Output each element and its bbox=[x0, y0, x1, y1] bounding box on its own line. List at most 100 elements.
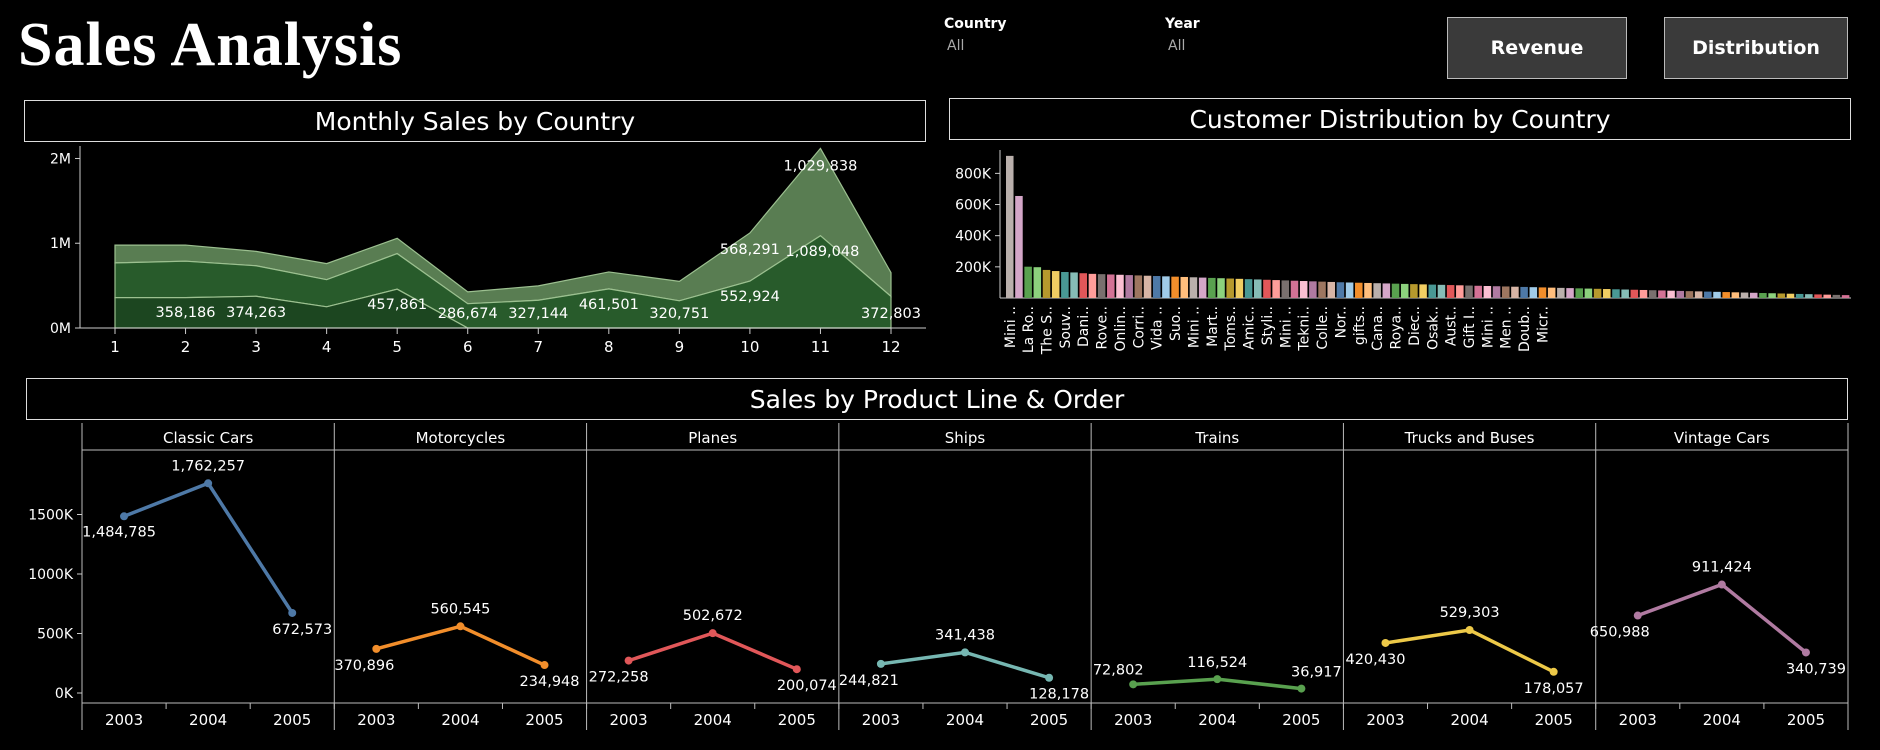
x-tick-label: Amic.. bbox=[1242, 306, 1258, 350]
bar bbox=[1529, 287, 1538, 298]
year-filter-value[interactable]: All bbox=[1168, 38, 1186, 54]
bar bbox=[1391, 283, 1400, 298]
x-tick-label: 2003 bbox=[357, 711, 395, 729]
bar bbox=[1116, 274, 1124, 298]
data-point bbox=[1213, 675, 1222, 684]
data-point bbox=[120, 512, 129, 521]
bar bbox=[1786, 293, 1795, 298]
country-filter[interactable]: Country All bbox=[944, 16, 1007, 54]
bar bbox=[1309, 281, 1317, 298]
y-tick-label: 0M bbox=[50, 321, 71, 337]
revenue-button[interactable]: Revenue bbox=[1447, 17, 1627, 79]
x-tick-label: 2005 bbox=[1282, 711, 1320, 729]
bar bbox=[1547, 287, 1556, 298]
data-label: 372,803 bbox=[861, 306, 921, 322]
bar bbox=[1832, 294, 1841, 298]
product-line-header: Classic Cars bbox=[163, 429, 253, 447]
bar bbox=[1244, 279, 1253, 298]
bar bbox=[1575, 288, 1583, 298]
data-label: 370,896 bbox=[334, 658, 394, 674]
x-tick-label: Souv.. bbox=[1058, 306, 1074, 348]
x-tick-label: Diec.. bbox=[1407, 306, 1423, 346]
data-label: 502,672 bbox=[683, 608, 743, 624]
bar bbox=[1097, 274, 1106, 298]
bar bbox=[1446, 285, 1455, 298]
y-tick-label: 600K bbox=[955, 198, 992, 214]
data-label: 461,501 bbox=[579, 297, 639, 313]
bar bbox=[1024, 266, 1032, 298]
bar bbox=[1437, 284, 1446, 298]
x-tick-label: Tekni.. bbox=[1297, 306, 1313, 352]
data-label: 116,524 bbox=[1187, 655, 1247, 671]
x-tick-label: Osak.. bbox=[1425, 306, 1441, 350]
x-tick-label: 2003 bbox=[610, 711, 648, 729]
series-line-Classic Cars bbox=[123, 481, 294, 614]
data-label: 568,291 bbox=[720, 242, 780, 258]
bar bbox=[1667, 290, 1675, 298]
data-point bbox=[1465, 626, 1474, 635]
bar bbox=[1382, 283, 1391, 298]
product-line-header: Motorcycles bbox=[416, 429, 506, 447]
bar bbox=[1456, 285, 1464, 298]
y-tick-label: 2M bbox=[50, 151, 71, 167]
product-line-header: Vintage Cars bbox=[1674, 429, 1770, 447]
x-tick-label: 2003 bbox=[862, 711, 900, 729]
bar bbox=[1410, 284, 1418, 298]
year-filter[interactable]: Year All bbox=[1165, 16, 1200, 54]
distribution-button[interactable]: Distribution bbox=[1664, 17, 1848, 79]
bar bbox=[1272, 280, 1280, 298]
data-label: 340,739 bbox=[1786, 661, 1846, 677]
product-line-header: Trucks and Buses bbox=[1404, 429, 1535, 447]
bar bbox=[1235, 278, 1244, 298]
x-tick-label: 2004 bbox=[1703, 711, 1741, 729]
data-point bbox=[1129, 680, 1138, 689]
bar bbox=[1070, 272, 1078, 298]
data-point bbox=[1381, 638, 1390, 647]
series-line-Motorcycles bbox=[375, 624, 546, 667]
x-tick-label: 2003 bbox=[105, 711, 143, 729]
bar bbox=[1263, 279, 1271, 298]
data-point bbox=[1717, 580, 1726, 589]
bar bbox=[1051, 271, 1060, 298]
y-tick-label: 0K bbox=[55, 686, 74, 702]
data-point bbox=[288, 608, 297, 617]
country-filter-value[interactable]: All bbox=[947, 38, 965, 54]
y-tick-label: 400K bbox=[955, 229, 992, 245]
x-tick-label: 2003 bbox=[1114, 711, 1152, 729]
x-tick-label: 9 bbox=[675, 338, 685, 356]
x-tick-label: 7 bbox=[533, 338, 543, 356]
y-tick-label: 1000K bbox=[28, 567, 74, 583]
bar bbox=[1465, 285, 1473, 298]
bar bbox=[1143, 275, 1152, 298]
bar bbox=[1768, 293, 1776, 298]
x-tick-label: 2003 bbox=[1619, 711, 1657, 729]
y-tick-label: 800K bbox=[955, 166, 992, 182]
bar bbox=[1180, 276, 1189, 298]
bar bbox=[1511, 286, 1519, 298]
data-label: 1,089,048 bbox=[786, 244, 860, 260]
x-tick-label: La Ro.. bbox=[1021, 306, 1037, 353]
bar bbox=[1805, 294, 1813, 298]
bar bbox=[1814, 294, 1822, 298]
bar bbox=[1713, 291, 1721, 298]
x-tick-label: 2005 bbox=[1787, 711, 1825, 729]
data-label: 234,948 bbox=[520, 674, 580, 690]
x-tick-label: 2005 bbox=[273, 711, 311, 729]
bar bbox=[1685, 291, 1694, 298]
data-point bbox=[1633, 611, 1642, 620]
series-line-Trucks and Buses bbox=[1385, 628, 1555, 674]
bar bbox=[1584, 288, 1593, 298]
bar bbox=[1777, 293, 1786, 298]
data-point bbox=[456, 622, 465, 631]
bar bbox=[1290, 280, 1299, 298]
x-tick-label: 2004 bbox=[946, 711, 984, 729]
data-label: 457,861 bbox=[367, 297, 427, 313]
bar bbox=[1088, 273, 1097, 298]
data-label: 72,802 bbox=[1093, 662, 1144, 678]
bar bbox=[1400, 283, 1409, 298]
data-label: 1,484,785 bbox=[82, 524, 156, 540]
product-line-header: Trains bbox=[1194, 429, 1239, 447]
bar bbox=[1336, 282, 1345, 298]
bar bbox=[1520, 286, 1528, 298]
data-point bbox=[1045, 673, 1054, 682]
